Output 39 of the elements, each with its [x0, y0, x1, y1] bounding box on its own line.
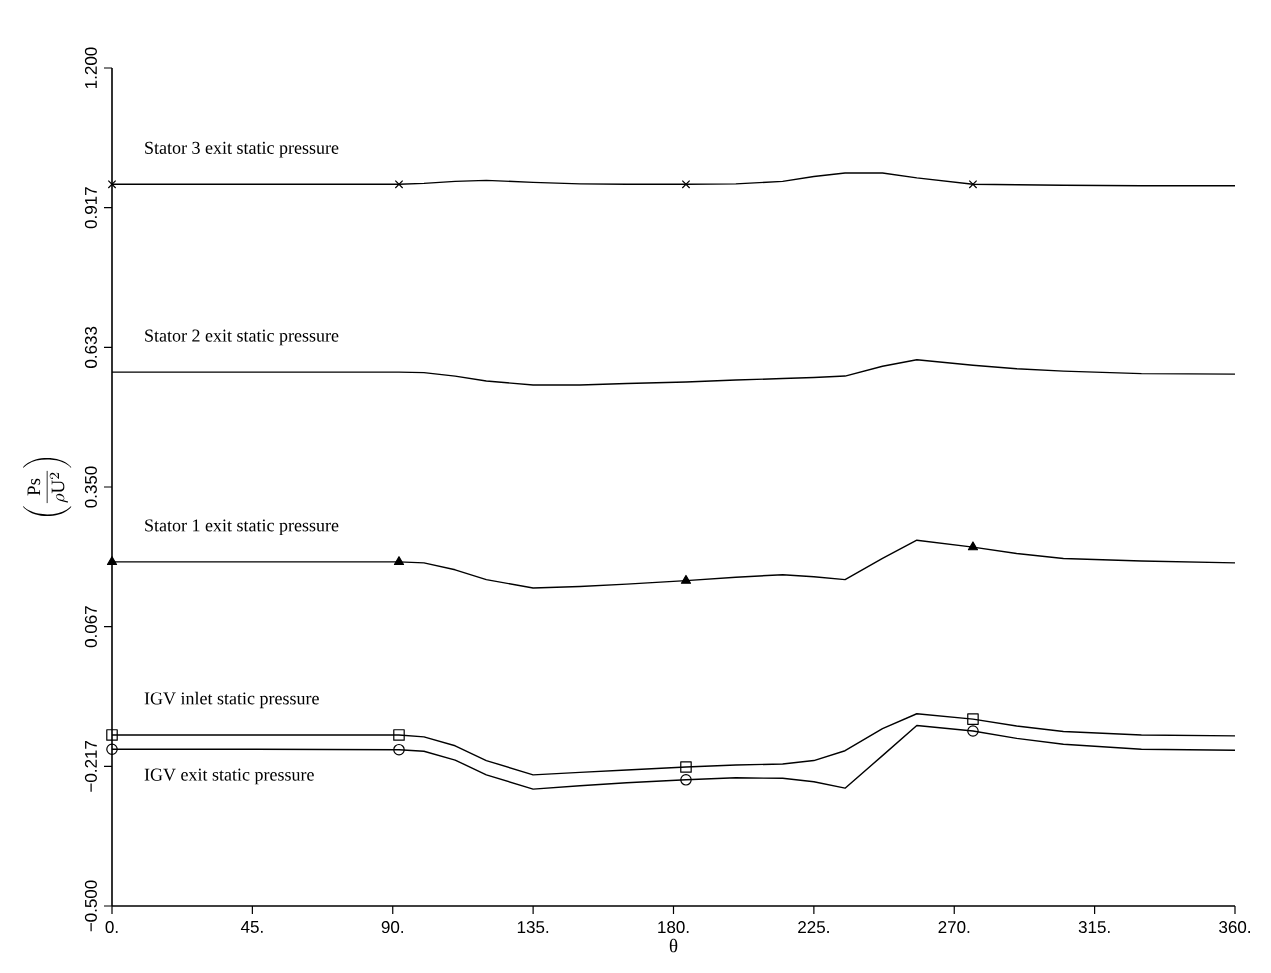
- y-tick-label: 0.067: [84, 606, 97, 648]
- point: [681, 180, 691, 189]
- x-tick-label: 360.: [1219, 921, 1250, 934]
- series-label: Stator 1 exit static pressure: [145, 519, 339, 536]
- x-tick-label: 270.: [938, 921, 970, 934]
- y-axis-title: $\displaystyle\left(\frac{\mathrm{Ps}}{\rho \mathrm{U}^{2}}\right)$: [23, 457, 72, 517]
- y-tick-label: 1.200: [84, 47, 97, 88]
- x-tick-label: 45.: [240, 921, 263, 933]
- x-tick-label: 135.: [517, 921, 549, 934]
- point: [393, 556, 405, 566]
- series-label: Stator 3 exit static pressure: [145, 141, 339, 158]
- y-tick-label: 0.917: [84, 187, 97, 229]
- series-label: IGV inlet static pressure: [144, 691, 319, 709]
- point: [967, 725, 979, 737]
- series-label: Stator 2 exit static pressure: [145, 329, 339, 346]
- point: [106, 556, 118, 566]
- point: [680, 773, 692, 786]
- point: [106, 729, 118, 741]
- y-tick-label: 0.633: [84, 326, 97, 368]
- x-tick-label: 225.: [798, 921, 829, 934]
- x-tick-label: 315.: [1078, 921, 1110, 934]
- x-tick-label: 0.: [105, 921, 118, 934]
- point: [393, 729, 405, 741]
- point: [968, 180, 978, 189]
- y-tick-label: −0.217: [84, 740, 97, 792]
- point: [394, 180, 404, 189]
- y-tick-label: 0.350: [84, 466, 97, 508]
- point: [107, 180, 117, 189]
- point: [967, 713, 979, 725]
- x-axis-title: θ: [669, 938, 678, 953]
- x-tick-label: 180.: [658, 921, 689, 934]
- point: [680, 761, 692, 773]
- point: [680, 574, 692, 584]
- x-tick-label: 90.: [381, 921, 404, 934]
- series-label: IGV exit static pressure: [144, 768, 314, 785]
- point: [106, 743, 118, 756]
- y-tick-label: −0.500: [84, 880, 97, 932]
- point: [967, 541, 979, 551]
- point: [393, 743, 405, 756]
